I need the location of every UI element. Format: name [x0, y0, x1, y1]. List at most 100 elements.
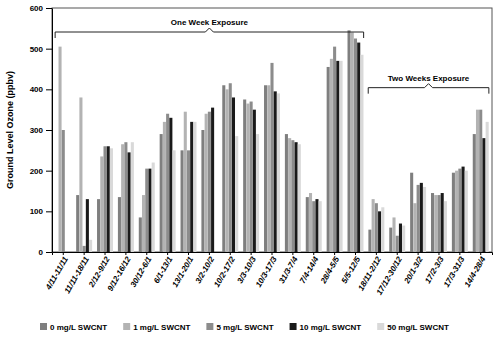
legend-swatch [40, 323, 47, 330]
x-tick-mark [230, 252, 231, 255]
bar [152, 163, 155, 252]
bar [354, 39, 357, 253]
y-tick-mark [46, 211, 52, 212]
bar [465, 171, 468, 252]
x-tick-label: 28/4-5/5 [318, 255, 341, 286]
legend-label: 50 mg/L SWCNT [387, 323, 449, 332]
legend-item: 10 mg/L SWCNT [290, 323, 362, 332]
x-tick: 3/3-10/3 [235, 252, 258, 285]
x-tick-mark [251, 252, 252, 255]
bar [83, 246, 86, 252]
bar [452, 173, 455, 252]
bar [121, 144, 124, 252]
y-tick-mark [46, 49, 52, 50]
x-tick-mark [418, 252, 419, 255]
annotation: Two Weeks Exposure [388, 74, 470, 83]
legend-item: 0 mg/L SWCNT [40, 323, 107, 332]
bar [277, 93, 280, 252]
x-tick-mark [125, 252, 126, 255]
y-tick-label: 200 [30, 167, 44, 176]
bar [482, 138, 485, 252]
x-tick: 31/3-7/4 [277, 252, 300, 285]
bar [225, 89, 228, 252]
plot: 01002003004005006004/11-11/1111/11-18/11… [30, 4, 493, 296]
bar [458, 169, 461, 252]
bar [340, 61, 343, 252]
x-tick-label: 31/3-7/4 [277, 255, 300, 285]
x-tick-label: 6/1-13/1 [152, 255, 175, 285]
bar [270, 63, 273, 252]
y-tick-mark [46, 8, 52, 9]
x-tick-mark [313, 252, 314, 255]
bar [208, 112, 211, 252]
bar [184, 112, 187, 252]
x-tick-label: 20/1-3/2 [402, 255, 425, 286]
x-tick-mark [397, 252, 398, 255]
bar [79, 97, 82, 252]
bar [434, 195, 437, 252]
bar [267, 85, 270, 252]
bar-series [76, 30, 476, 252]
bar [288, 138, 291, 252]
x-tick-mark [84, 252, 85, 255]
x-tick: 28/4-5/5 [318, 252, 341, 286]
y-axis: 0100200300400500600 [30, 4, 53, 257]
x-tick-mark [146, 252, 147, 255]
bar [145, 169, 148, 252]
bar [375, 203, 378, 252]
bar [139, 217, 142, 252]
x-tick: 10/3-17/3 [254, 252, 279, 289]
y-tick-label: 500 [30, 45, 44, 54]
y-tick-label: 300 [30, 126, 44, 135]
legend-swatch [290, 323, 297, 330]
annotations: One Week Exposure Two Weeks Exposure [55, 18, 489, 94]
bar [402, 226, 405, 252]
bar [118, 197, 121, 252]
bar [181, 150, 184, 252]
y-tick: 300 [30, 126, 52, 135]
bar-series [62, 39, 483, 253]
bar [246, 104, 249, 252]
bar [360, 55, 363, 252]
x-tick-mark [480, 252, 481, 255]
bar [378, 211, 381, 252]
x-tick-label: 13/1-20/1 [171, 255, 196, 289]
bar [274, 91, 277, 252]
bar [190, 122, 193, 252]
bar [201, 130, 204, 252]
bar [173, 150, 176, 252]
annotation: One Week Exposure [171, 18, 249, 27]
x-tick-mark [355, 252, 356, 255]
bar [333, 47, 336, 252]
bar [89, 240, 92, 252]
x-tick: 3/2-10/2 [194, 252, 217, 285]
bar [444, 201, 447, 252]
bar [368, 230, 371, 252]
x-tick: 17/12-30/12 [375, 252, 404, 297]
bar [86, 199, 89, 252]
bar [392, 217, 395, 252]
x-tick-label: 11/11-18/11 [63, 255, 92, 295]
bar [107, 146, 110, 252]
x-tick: 10/2-17/2 [212, 252, 237, 289]
bar [222, 85, 225, 252]
legend-swatch [206, 323, 213, 330]
bar [285, 134, 288, 252]
x-tick-mark [272, 252, 273, 255]
bar-series [89, 55, 489, 252]
x-tick: 13/1-20/1 [171, 252, 196, 289]
x-tick: 30/12-6/1 [129, 252, 154, 289]
bar [205, 114, 208, 252]
bar [291, 140, 294, 252]
bar [128, 152, 131, 252]
x-tick-mark [459, 252, 460, 255]
legend-swatch [377, 323, 384, 330]
plot-frame [52, 8, 492, 252]
y-tick-label: 600 [30, 4, 44, 13]
legend-item: 1 mg/L SWCNT [123, 323, 190, 332]
x-axis-line [53, 253, 493, 256]
bar [476, 110, 479, 252]
bar [298, 144, 301, 252]
x-tick-label: 10/2-17/2 [212, 255, 237, 289]
bar [193, 122, 196, 252]
